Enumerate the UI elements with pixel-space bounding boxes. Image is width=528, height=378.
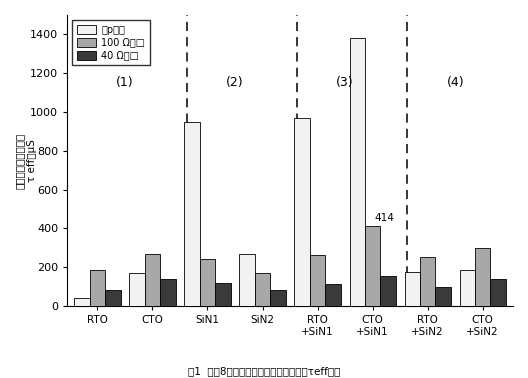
Bar bbox=[184, 122, 200, 306]
Bar bbox=[239, 254, 255, 306]
Text: (3): (3) bbox=[336, 76, 354, 89]
Bar bbox=[350, 38, 365, 306]
Bar bbox=[404, 272, 420, 306]
Bar bbox=[215, 283, 231, 306]
Bar bbox=[270, 290, 286, 306]
Bar bbox=[365, 226, 380, 306]
Bar bbox=[90, 270, 105, 306]
Text: (1): (1) bbox=[116, 76, 134, 89]
Bar bbox=[145, 254, 160, 306]
Bar bbox=[475, 248, 491, 306]
Text: (4): (4) bbox=[446, 76, 464, 89]
Y-axis label: 少数载流子有效寿命
τ eff／μS: 少数载流子有效寿命 τ eff／μS bbox=[15, 132, 36, 189]
Bar bbox=[160, 279, 176, 306]
Bar bbox=[255, 273, 270, 306]
Bar bbox=[491, 279, 506, 306]
Bar bbox=[459, 270, 475, 306]
Text: (2): (2) bbox=[226, 76, 244, 89]
Bar bbox=[105, 290, 120, 306]
Bar bbox=[325, 284, 341, 306]
Text: 414: 414 bbox=[375, 213, 395, 223]
Bar bbox=[295, 118, 310, 306]
Bar bbox=[420, 257, 436, 306]
Bar bbox=[380, 276, 396, 306]
Text: 图1  使用8种不同的表面鐳化方案得到的τeff比较: 图1 使用8种不同的表面鐳化方案得到的τeff比较 bbox=[188, 366, 340, 376]
Bar bbox=[74, 298, 90, 306]
Legend: 純p型硅, 100 Ω／□, 40 Ω／□: 純p型硅, 100 Ω／□, 40 Ω／□ bbox=[72, 20, 150, 65]
Bar bbox=[310, 256, 325, 306]
Bar bbox=[436, 287, 451, 306]
Bar bbox=[129, 273, 145, 306]
Bar bbox=[200, 259, 215, 306]
